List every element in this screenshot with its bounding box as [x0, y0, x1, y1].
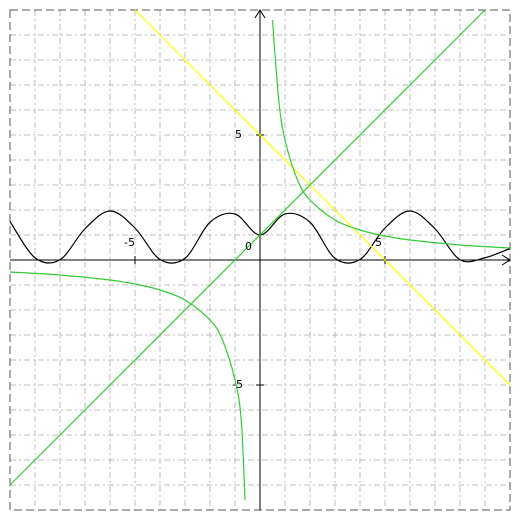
- y-axis-arrow: [254, 9, 266, 19]
- y-tick-label-5: 5: [235, 128, 242, 141]
- x-axis-arrow: [501, 254, 511, 266]
- x-tick-label-neg5: -5: [124, 236, 135, 249]
- series-line-5: [9, 271, 246, 501]
- series-group: [9, 9, 511, 501]
- y-tick-label-neg5: -5: [232, 378, 243, 391]
- grid: [10, 10, 510, 510]
- tick-labels: -5 5 5 -5 0: [124, 128, 382, 391]
- x-tick-label-5: 5: [375, 236, 382, 249]
- series-line-4: [271, 19, 511, 249]
- axes: [10, 9, 511, 510]
- series-line-3: [9, 9, 486, 486]
- series-line-2: [134, 9, 511, 386]
- origin-label: 0: [245, 240, 252, 253]
